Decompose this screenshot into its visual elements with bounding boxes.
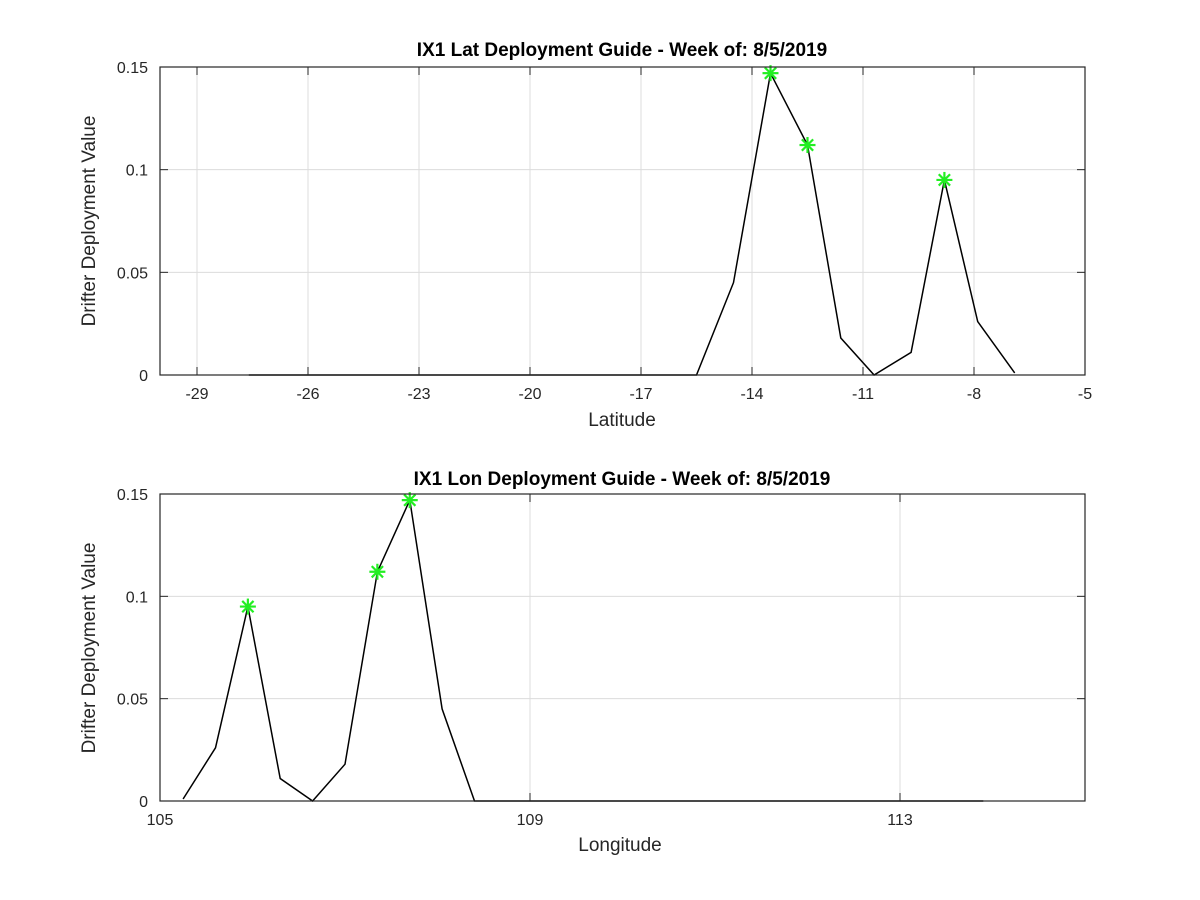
lat-series-line [248,70,1016,376]
lat-x-tick-label: -23 [407,386,430,403]
lon-x-tick-label: 109 [517,812,544,829]
lon-grid [160,494,1085,801]
lat-y-tick-label: 0 [139,368,148,385]
lat-x-tick-label: -11 [852,386,874,403]
lon-x-tick-label: 113 [887,812,913,829]
lat-x-tick-label: -26 [296,386,319,403]
lon-chart: 105 109 113 0 0.05 0.1 0.15 IX1 Lon Deployment… [79,469,1086,856]
lon-x-tick-label: 105 [147,812,174,829]
lat-x-tick-label: -29 [185,386,208,403]
lon-axes-frame [159,493,1086,802]
lat-y-tick-label: 0.05 [117,265,148,282]
lat-y-axis-label: Drifter Deployment Value [79,116,100,327]
lat-grid [160,67,1085,375]
lat-x-tick-label: -8 [967,386,981,403]
lon-y-tick-label: 0.1 [126,589,148,606]
lon-chart-title: IX1 Lon Deployment Guide - Week of: 8/5/… [414,469,831,490]
lon-x-axis-label: Longitude [578,835,661,856]
lat-x-axis-label: Latitude [588,410,656,431]
lat-axes-frame [159,66,1086,376]
lat-chart-title: IX1 Lat Deployment Guide - Week of: 8/5/… [417,40,827,61]
lon-series-line [182,497,984,802]
lon-y-tick-label: 0 [139,794,148,811]
lon-y-axis-label: Drifter Deployment Value [79,543,100,754]
lat-peak-marker [762,65,779,82]
lat-x-tick-label: -17 [629,386,652,403]
lat-x-tick-label: -20 [518,386,541,403]
lat-x-tick-label: -5 [1078,386,1092,403]
lon-peak-marker [239,598,256,615]
lon-y-tick-label: 0.05 [117,692,148,709]
lon-y-tick-label: 0.15 [117,487,148,504]
lat-x-tick-label: -14 [740,386,763,403]
lat-chart: -29 -26 -23 -20 -17 -14 -11 -8 -5 0 0.05 0.1 0.15 IX… [79,40,1092,431]
lat-y-tick-label: 0.1 [126,163,148,180]
lon-peak-marker [401,492,418,509]
lat-markers [762,65,953,188]
lat-peak-marker [936,171,953,188]
lat-peak-marker [799,137,816,154]
lon-ticks: 105 109 113 0 0.05 0.1 0.15 [117,487,1085,829]
lat-ticks: -29 -26 -23 -20 -17 -14 -11 -8 -5 0 0.05 0.1 0.15 [117,60,1092,403]
lon-peak-marker [369,563,386,580]
lon-markers [239,492,418,615]
lat-y-tick-label: 0.15 [117,60,148,77]
